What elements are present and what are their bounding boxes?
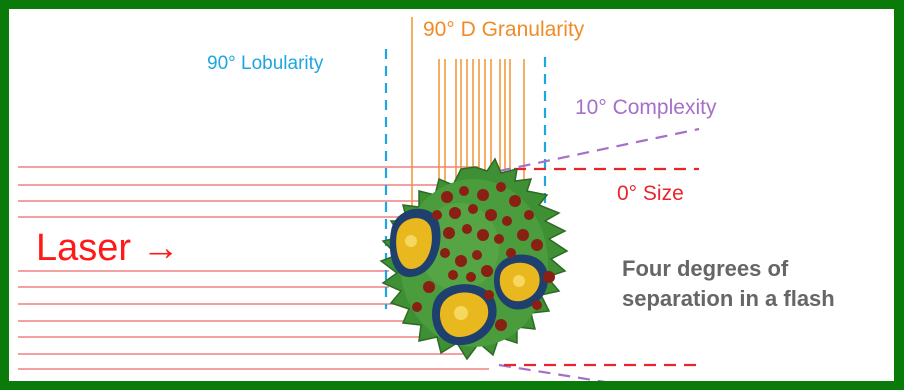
tagline: Four degrees of separation in a flash (622, 254, 835, 314)
granulocyte-cell-icon (379, 157, 569, 361)
tagline-line-1: Four degrees of (622, 256, 789, 281)
laser-label: Laser → (36, 227, 180, 269)
laser-beam-lines (18, 166, 489, 370)
granules (412, 182, 555, 331)
complexity-label: 10° Complexity (575, 96, 717, 119)
tagline-line-2: separation in a flash (622, 286, 835, 311)
lobularity-label: 90° Lobularity (207, 53, 324, 74)
complexity-guides (498, 127, 700, 381)
size-label: 0° Size (617, 182, 684, 205)
flow-cytometry-diagram (18, 17, 700, 381)
granularity-label: 90° D Granularity (423, 18, 585, 41)
lobularity-guides (384, 49, 547, 309)
nucleus-lobes (389, 208, 549, 346)
size-guides (504, 167, 699, 367)
